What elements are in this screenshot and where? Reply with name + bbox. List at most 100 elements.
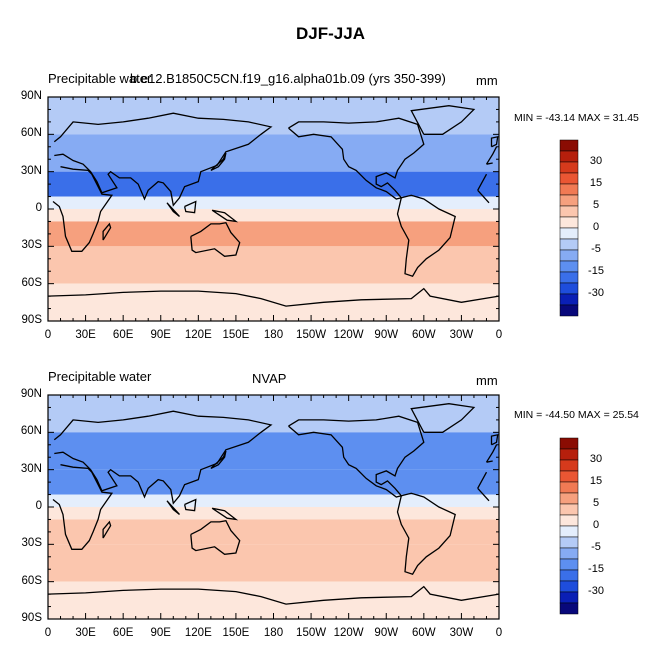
panel2-colorbar-label: 15 [589, 475, 603, 487]
panel2-coastline-8 [183, 498, 197, 512]
panel2-x-tick-label: 30W [449, 627, 474, 639]
panel2-colorbar-swatch [559, 437, 579, 450]
panel2-x-tick-label: 150E [222, 627, 250, 639]
panel1-colorbar-label: 0 [592, 221, 600, 233]
panel1-band-4 [48, 209, 499, 222]
panel2-coastline-5 [190, 519, 241, 555]
panel2-colorbar-label: 30 [589, 453, 603, 465]
panel2-y-tick-label: 60S [21, 574, 42, 587]
panel1-x-tick-label: 30W [449, 329, 474, 341]
panel1-colorbar-label: 5 [592, 199, 600, 211]
panel1-colorbar-label: -30 [588, 287, 604, 299]
panel2-x-tick-label: 60E [112, 627, 134, 639]
panel1-colorbar-swatch [559, 304, 579, 317]
panel2-min-max: MIN = -44.50 MAX = 25.54 [514, 409, 639, 421]
panel2-colorbar-label: -15 [588, 563, 604, 575]
panel1-x-tick-label: 30E [75, 329, 96, 341]
panel1-coastline-9 [211, 209, 239, 223]
panel2-band-0 [48, 395, 499, 433]
panel2-coastline-4 [396, 492, 456, 575]
panel1-x-tick-label: 60E [112, 329, 134, 341]
panel2-colorbar-label: -5 [591, 541, 601, 553]
panel2-x-tick-label: 90E [150, 627, 171, 639]
panel1-x-tick-label: 150W [296, 329, 327, 341]
panel1-center-title: b.e12.B1850C5CN.f19_g16.alpha01b.09 (yrs… [130, 71, 446, 86]
panel2-band-4 [48, 507, 499, 520]
panel1-colorbar-label: 15 [589, 177, 603, 189]
panel1-colorbar-label: 30 [589, 155, 603, 167]
panel2-band-1 [48, 432, 499, 470]
panel2-colorbar-label: 5 [592, 497, 600, 509]
panel2-coastline-3 [410, 403, 476, 433]
panel1-band-3 [48, 196, 499, 209]
panel1-band-5 [48, 221, 499, 247]
panel1-x-tick-label: 0 [495, 329, 503, 341]
panel1-y-tick-label: 90N [20, 90, 42, 102]
panel1-x-tick-label: 60W [412, 329, 436, 341]
panel2-coastline-9 [211, 507, 239, 521]
panel2-left-label: Precipitable water [48, 369, 152, 384]
panel2-coastline-12 [102, 520, 112, 539]
panel2-y-tick-label: 60N [20, 425, 42, 438]
panel2-coastline-2 [288, 415, 425, 498]
panel1-x-tick-label: 150E [222, 329, 250, 341]
panel2-center-title: NVAP [252, 371, 287, 386]
panel1-colorbar-swatch [559, 139, 579, 152]
panel1-x-tick-label: 120E [184, 329, 212, 341]
panel2-x-tick-label: 30E [75, 627, 96, 639]
panel1-y-tick-label: 90S [21, 314, 42, 326]
panel1-coastline-1 [53, 112, 498, 207]
panel2-band-5 [48, 519, 499, 545]
panel2-x-tick-label: 150W [296, 627, 327, 639]
panel2-x-tick-label: 120W [333, 627, 364, 639]
panel1-coastline-6 [48, 287, 499, 307]
panel1-left-label: Precipitable water [48, 71, 152, 86]
panel1-colorbar-label: -5 [591, 243, 601, 255]
panel1-y-tick-label: 60N [20, 127, 42, 140]
panel1-y-tick-label: 0 [35, 202, 42, 214]
figure-title: DJF-JJA [296, 24, 365, 43]
panel1-coastline-7 [166, 202, 180, 218]
panel1-band-2 [48, 171, 499, 197]
panel1-band-1 [48, 134, 499, 172]
panel1-y-tick-label: 30N [20, 164, 42, 177]
panel1-coastline-4 [396, 194, 456, 277]
panel1-x-tick-label: 0 [44, 329, 52, 341]
panel2-y-tick-label: 30S [21, 537, 42, 550]
panel2-x-tick-label: 60W [412, 627, 436, 639]
panel1-coastline-12 [102, 222, 112, 241]
panel2-colorbar-label: -30 [588, 585, 604, 597]
panel2-x-tick-label: 180 [263, 627, 284, 639]
panel1-coastline-3 [410, 105, 476, 135]
panel2-x-tick-label: 90W [374, 627, 399, 639]
panel2-band-6 [48, 544, 499, 582]
panel1-units: mm [476, 73, 498, 88]
panel2-coastline-10 [210, 450, 227, 469]
panel1-x-tick-label: 120W [333, 329, 364, 341]
panel2-band-3 [48, 494, 499, 507]
panel1-band-0 [48, 97, 499, 135]
panel1-x-tick-label: 90W [374, 329, 399, 341]
panel1-coastline-2 [288, 117, 425, 200]
panel1-colorbar-label: -15 [588, 265, 604, 277]
panel2-coastline-7 [166, 500, 180, 516]
panel2-coastline-1 [53, 410, 498, 505]
panel1-coastline-10 [210, 152, 227, 171]
panel1-min-max: MIN = -43.14 MAX = 31.45 [514, 112, 639, 124]
panel2-y-tick-label: 90N [20, 388, 42, 400]
panel1-x-tick-label: 180 [263, 329, 284, 341]
panel2-coastline-11 [490, 433, 499, 446]
panel2-y-tick-label: 90S [21, 612, 42, 624]
panel1-band-6 [48, 246, 499, 284]
panel2-band-2 [48, 469, 499, 495]
panel1-coastline-11 [490, 135, 499, 148]
panel1-coastline-8 [183, 200, 197, 214]
panel1-x-tick-label: 90E [150, 329, 171, 341]
panel1-coastline-0 [52, 166, 490, 252]
panel1-coastline-5 [190, 221, 241, 257]
panel2-coastline-0 [52, 464, 490, 550]
panel2-y-tick-label: 0 [35, 500, 42, 512]
panel2-colorbar-label: 0 [592, 519, 600, 531]
panel2-colorbar-swatch [559, 602, 579, 615]
